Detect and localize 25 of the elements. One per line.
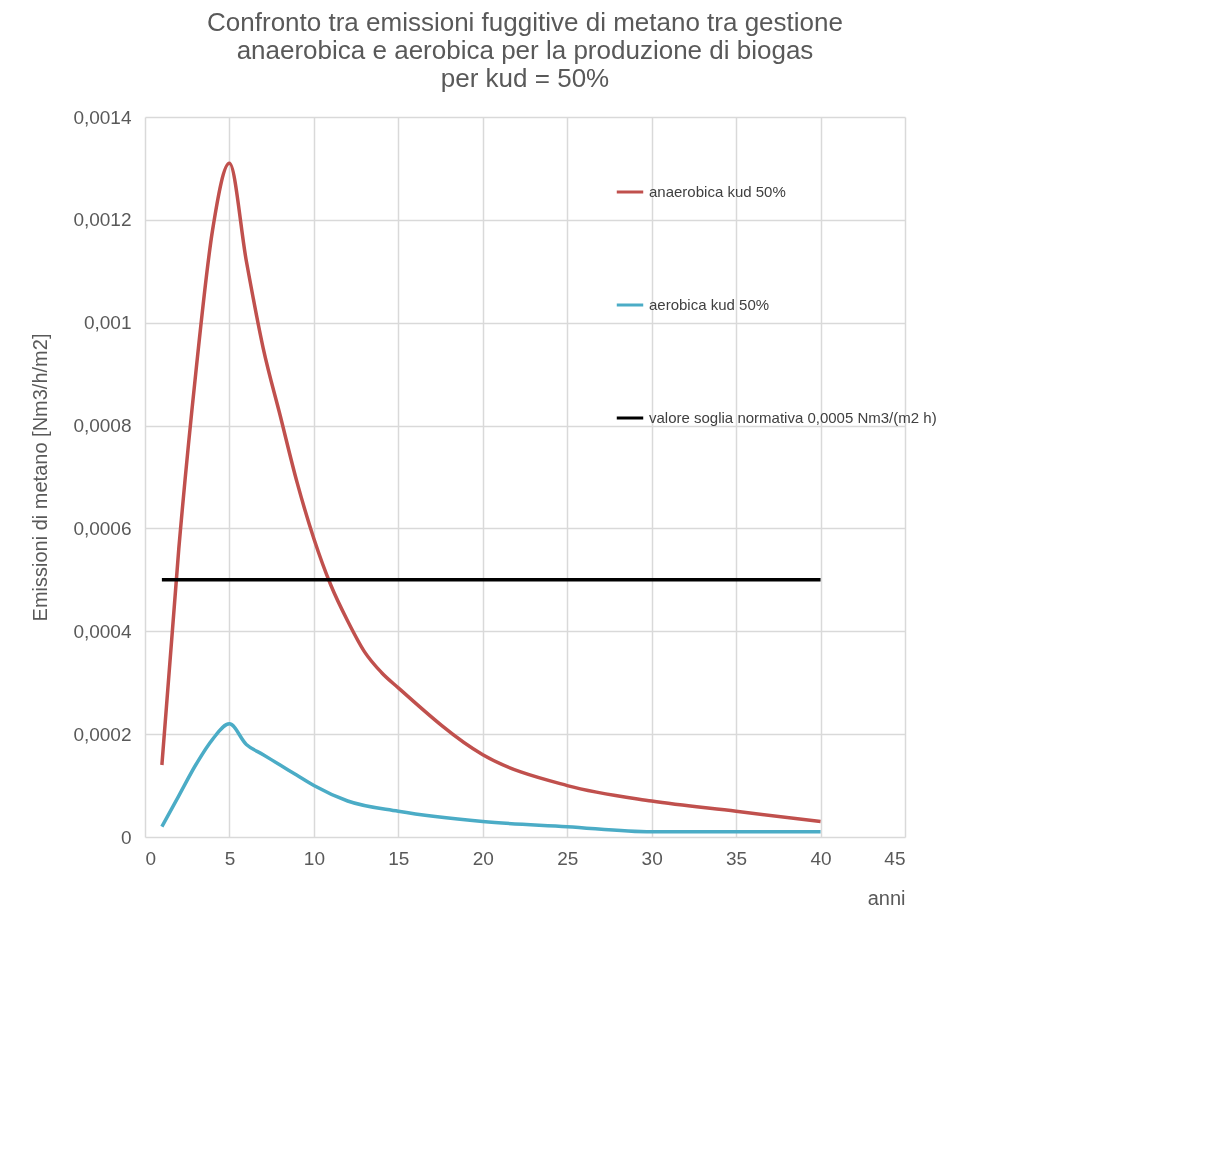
y-tick-label: 0,0002 (73, 723, 132, 745)
y-axis-title: Emissioni di metano [Nm3/h/m2] (29, 333, 52, 622)
x-tick-label: 5 (224, 847, 236, 869)
x-axis-title: anni (867, 886, 906, 909)
x-tick-label: 10 (303, 847, 325, 869)
x-tick-label: 25 (557, 847, 579, 869)
y-tick-label: 0,001 (83, 312, 132, 334)
y-tick-label: 0,0014 (73, 106, 132, 128)
line-series (160, 722, 823, 834)
x-tick-label: 35 (726, 847, 748, 869)
x-tick-label: 20 (472, 847, 494, 869)
legend-label: valore soglia normativa 0,0005 Nm3/(m2 h) (649, 409, 937, 426)
y-tick-label: 0,0004 (73, 620, 132, 642)
y-tick-label: 0,0012 (73, 209, 132, 231)
legend-label: aerobica kud 50% (649, 296, 770, 313)
x-tick-label: 30 (641, 847, 663, 869)
x-tick-label: 0 (145, 847, 157, 869)
x-tick-label: 40 (810, 847, 832, 869)
legend-label: anaerobica kud 50% (649, 183, 786, 200)
x-tick-label: 45 (884, 847, 906, 869)
x-tick-label: 15 (388, 847, 410, 869)
y-tick-label: 0,0006 (73, 517, 132, 539)
y-tick-label: 0,0008 (73, 415, 132, 437)
y-tick-label: 0 (120, 826, 132, 848)
chart-title: Confronto tra emissioni fuggitive di metano tra gestione anaerobica e aerobica per la produzione di biogas per kud = 50% (207, 7, 843, 93)
